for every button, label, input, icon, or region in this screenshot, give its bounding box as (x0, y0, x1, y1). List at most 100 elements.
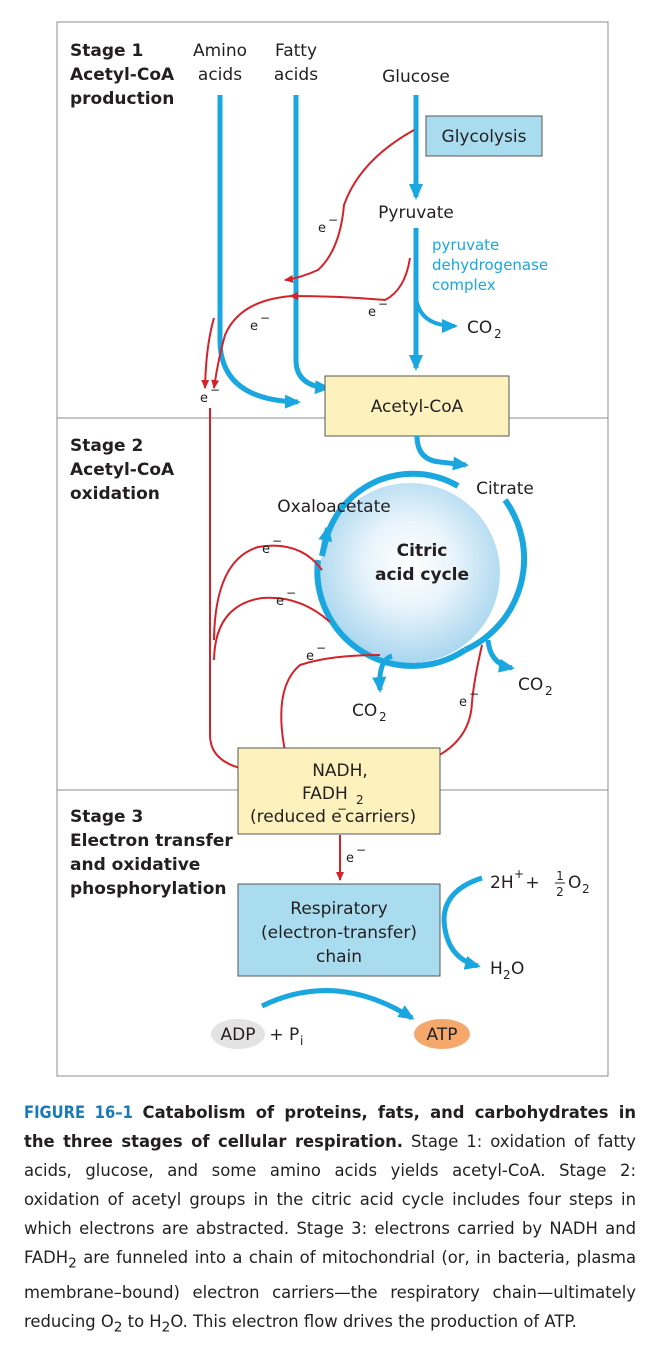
svg-text:Acetyl-CoA: Acetyl-CoA (70, 460, 175, 480)
svg-text:Acetyl-CoA: Acetyl-CoA (70, 65, 175, 85)
pdh-electron-arrow (289, 257, 411, 302)
svg-text:and oxidative: and oxidative (70, 855, 200, 875)
cycle-co2-left-arrow (372, 653, 393, 693)
acetyl-coa-label: Acetyl-CoA (371, 397, 464, 417)
caption-sub-2: 2 (113, 1319, 123, 1336)
caption-sub-1: 2 (68, 1255, 77, 1272)
svg-text:O: O (511, 959, 524, 979)
amino-acids-flow-arrow (217, 95, 301, 409)
electron-label-cycle-4: e − (459, 687, 479, 710)
cycle-co2-right-arrow (485, 639, 515, 673)
svg-text:(reduced e: (reduced e (250, 807, 342, 827)
svg-text:complex: complex (432, 276, 496, 294)
stage-3-label: Stage 3 Electron transfer and oxidative … (70, 807, 233, 899)
svg-text:i: i (300, 1034, 303, 1048)
acetyl-coa-to-citrate-arrow (414, 435, 469, 471)
co2-cycle-right-label: CO 2 (518, 675, 553, 698)
respiratory-chain-label: Respiratory (electron-transfer) chain (261, 899, 417, 967)
fatty-electron-arrow (211, 295, 293, 389)
svg-text:acids: acids (274, 65, 318, 85)
atp-badge (414, 1019, 470, 1049)
caption-body-1: Stage 1: oxidation of fatty acids, gluco… (24, 1132, 636, 1267)
svg-text:production: production (70, 89, 174, 109)
electron-label-chain: e − (346, 843, 366, 866)
svg-text:−: − (316, 641, 326, 655)
svg-text:O: O (568, 873, 581, 893)
cycle-electron-arrow-3 (280, 654, 381, 766)
pdh-co2-arrow (414, 297, 458, 333)
glycolysis-electron-arrow (284, 129, 415, 283)
respiration-diagram: Stage 1 Acetyl-CoA production Stage 2 Ac… (56, 21, 609, 1077)
adp-label: ADP (221, 1025, 256, 1045)
svg-text:Fatty: Fatty (275, 41, 317, 61)
phosphate-label: + P i (264, 1025, 303, 1048)
svg-text:CO: CO (467, 318, 492, 338)
caption-sub-3: 2 (161, 1319, 171, 1336)
svg-text:−: − (272, 534, 282, 548)
nadh-label: NADH, (312, 761, 368, 781)
svg-text:e: e (200, 391, 208, 406)
svg-text:2: 2 (545, 684, 553, 698)
svg-text:(electron-transfer): (electron-transfer) (261, 923, 417, 943)
svg-text:2: 2 (494, 327, 502, 341)
fatty-acids-flow-arrow (293, 95, 331, 395)
caption-body-2: are funneled into a chain of mitochondri… (24, 1248, 636, 1332)
respiratory-chain-box (237, 883, 441, 977)
svg-text:e: e (318, 221, 326, 236)
svg-text:2H: 2H (490, 873, 514, 893)
svg-text:−: − (210, 383, 220, 397)
figure-caption: FIGURE 16–1 Catabolism of proteins, fats… (24, 1098, 636, 1343)
electron-label-cycle-3: e − (306, 641, 326, 664)
cycle-arc-right (463, 498, 528, 653)
oxaloacetate-label: Oxaloacetate (277, 497, 390, 517)
svg-text:+: + (264, 1025, 289, 1045)
adp-to-atp-arrow (260, 988, 415, 1021)
electron-label-cycle-1: e − (262, 534, 282, 557)
water-label: H 2 O (490, 959, 524, 982)
svg-text:chain: chain (316, 947, 362, 967)
svg-text:+: + (514, 867, 524, 881)
electron-label-cycle-2: e − (276, 586, 296, 609)
svg-text:Citric: Citric (397, 541, 448, 561)
pyruvate-label: Pyruvate (378, 203, 454, 223)
electron-label-glycolysis: e − (318, 213, 338, 236)
svg-text:2: 2 (556, 885, 564, 899)
nadh-fadh2-box (237, 747, 441, 835)
svg-text:−: − (260, 311, 270, 325)
svg-text:Stage 2: Stage 2 (70, 436, 143, 456)
adp-badge (211, 1019, 265, 1049)
cycle-electron-arrow-1 (213, 544, 323, 641)
stage-1-label: Stage 1 Acetyl-CoA production (70, 41, 175, 109)
svg-text:2: 2 (503, 968, 511, 982)
svg-text:2: 2 (582, 882, 590, 896)
svg-text:Respiratory: Respiratory (290, 899, 387, 919)
svg-text:2: 2 (356, 793, 364, 807)
figure-title: Catabolism of proteins, fats, and carboh… (24, 1103, 636, 1151)
svg-text:oxidation: oxidation (70, 484, 160, 504)
fatty-acids-label: Fatty acids (274, 41, 318, 85)
figure-number: FIGURE 16–1 (24, 1103, 133, 1122)
svg-text:−: − (286, 586, 296, 600)
svg-text:e: e (459, 695, 467, 710)
glycolysis-box (425, 115, 543, 157)
svg-text:CO: CO (518, 675, 543, 695)
svg-text:+: + (520, 873, 545, 893)
svg-text:e: e (306, 649, 314, 664)
outer-frame (56, 21, 609, 1077)
co2-pdh-label: CO 2 (467, 318, 502, 341)
caption-body-3: to H (122, 1312, 162, 1332)
svg-text:P: P (289, 1025, 299, 1045)
amino-acids-label: Amino acids (193, 41, 247, 85)
electron-label-amino: e − (200, 383, 220, 406)
citric-acid-cycle-label: Citric acid cycle (375, 541, 469, 585)
caption-body-4: O. This electron flow drives the product… (170, 1312, 577, 1332)
citrate-label: Citrate (476, 479, 534, 499)
svg-text:carriers): carriers) (345, 807, 416, 827)
pdh-complex-label: pyruvate dehydrogenase complex (432, 236, 548, 294)
svg-text:−: − (356, 843, 366, 857)
svg-text:FADH: FADH (302, 784, 348, 804)
stage-2-label: Stage 2 Acetyl-CoA oxidation (70, 436, 175, 504)
svg-text:Stage 1: Stage 1 (70, 41, 143, 61)
svg-text:Electron transfer: Electron transfer (70, 831, 233, 851)
glucose-label: Glucose (382, 67, 450, 87)
